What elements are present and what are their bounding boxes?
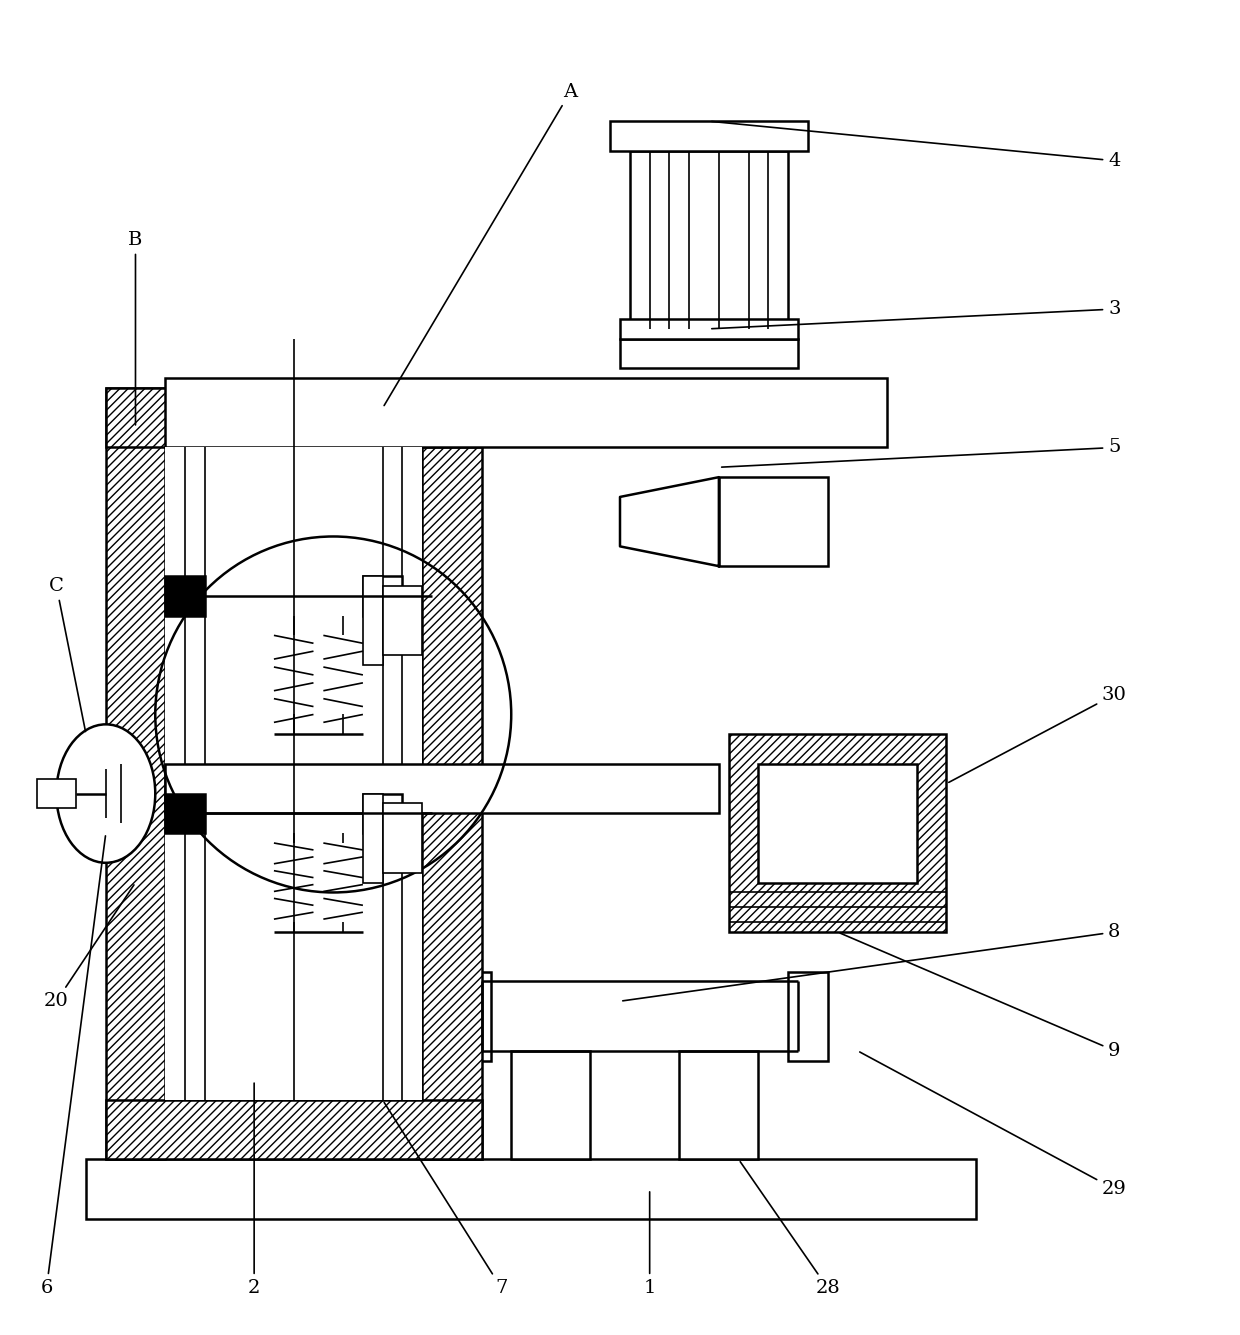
Bar (105, 388, 165, 1159)
Bar (165, 575, 205, 615)
Polygon shape (620, 477, 719, 566)
Bar (729, 734, 946, 932)
Bar (86, 1159, 976, 1219)
Bar (759, 764, 916, 882)
Text: 6: 6 (41, 836, 105, 1298)
Bar (511, 1051, 590, 1159)
Bar (363, 793, 403, 833)
Bar (383, 586, 423, 655)
Text: 30: 30 (949, 686, 1127, 782)
Text: B: B (128, 231, 143, 425)
Bar (630, 151, 789, 328)
Ellipse shape (56, 725, 155, 862)
Bar (363, 793, 383, 882)
Bar (680, 1051, 759, 1159)
Text: 9: 9 (839, 933, 1121, 1060)
Bar (165, 378, 887, 447)
Text: 2: 2 (248, 1083, 260, 1298)
Bar (719, 477, 827, 566)
Bar (105, 388, 481, 447)
Text: 8: 8 (622, 922, 1121, 1001)
Bar (37, 778, 76, 809)
Bar (610, 121, 808, 151)
Bar (383, 804, 423, 873)
Bar (620, 339, 799, 368)
Text: 7: 7 (384, 1103, 507, 1298)
Text: 29: 29 (859, 1052, 1127, 1197)
Bar (165, 764, 719, 813)
Bar (789, 972, 827, 1060)
Bar (363, 575, 403, 615)
Text: A: A (384, 83, 578, 406)
Text: 1: 1 (644, 1192, 656, 1298)
Bar (165, 793, 205, 833)
Text: 20: 20 (43, 885, 134, 1011)
Text: 3: 3 (712, 300, 1121, 328)
Bar (423, 388, 481, 1159)
Bar (620, 319, 799, 339)
Text: C: C (48, 577, 86, 732)
Bar (363, 575, 383, 665)
Text: 4: 4 (712, 121, 1121, 170)
Bar (105, 1100, 481, 1159)
Text: 28: 28 (740, 1161, 839, 1298)
Bar (451, 972, 491, 1060)
Bar (165, 447, 423, 1100)
Text: 5: 5 (722, 438, 1121, 467)
